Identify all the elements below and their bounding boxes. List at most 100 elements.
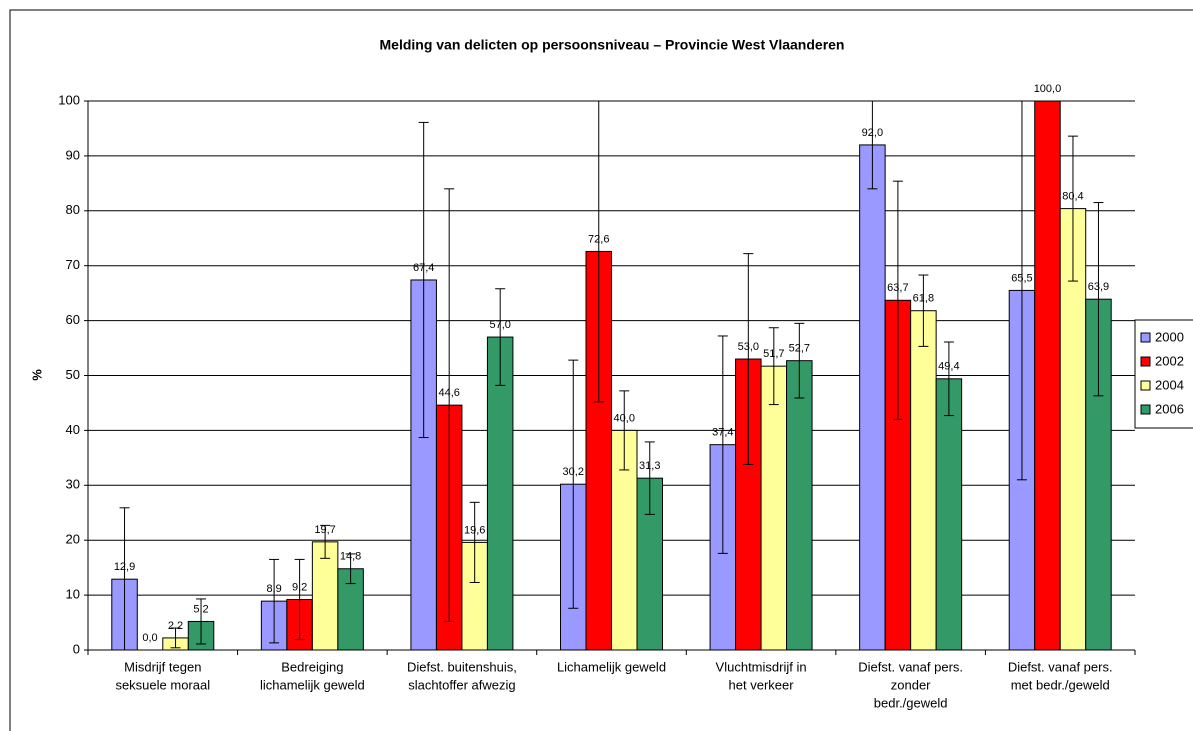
x-tick-label: met bedr./geweld (1011, 677, 1110, 692)
error-bar (196, 598, 207, 645)
y-tick-label: 0 (73, 641, 80, 656)
value-label: 100,0 (1034, 83, 1062, 95)
error-bar (1016, 101, 1027, 481)
legend-label: 2000 (1155, 329, 1184, 344)
error-bar (320, 524, 331, 559)
x-tick-label: seksuele moraal (115, 677, 210, 692)
error-bar (294, 558, 305, 641)
value-label: 0,0 (142, 632, 157, 644)
error-bar (644, 441, 655, 515)
value-label: 40,0 (614, 412, 635, 424)
error-bar (768, 327, 779, 406)
error-bar (867, 101, 878, 190)
x-tick-label: Diefst. buitenshuis, (407, 659, 517, 674)
error-bar (918, 274, 929, 347)
error-bar (943, 341, 954, 417)
x-tick-label: Misdrijf tegen (124, 659, 201, 674)
x-tick-label: bedr./geweld (874, 695, 948, 710)
value-label: 5,2 (193, 603, 208, 615)
y-axis-label: % (29, 369, 44, 381)
y-tick-label: 50 (66, 367, 80, 382)
x-tick-label: zonder (891, 677, 931, 692)
value-label: 2,2 (168, 620, 183, 632)
value-label: 14,8 (340, 551, 361, 563)
error-bar (794, 322, 805, 399)
value-label: 30,2 (563, 466, 584, 478)
value-label: 80,4 (1062, 191, 1083, 203)
y-tick-label: 20 (66, 532, 80, 547)
bar (760, 365, 788, 650)
legend-label: 2006 (1155, 401, 1184, 416)
value-label: 51,7 (763, 348, 784, 360)
value-label: 9,2 (292, 581, 307, 593)
bar (311, 541, 339, 650)
x-tick-label: lichamelijk geweld (260, 677, 365, 692)
x-tick-label: Vluchtmisdrijf in (716, 659, 807, 674)
error-bar (495, 288, 506, 386)
x-tick-label: Diefst. vanaf pers. (1008, 659, 1113, 674)
value-label: 53,0 (738, 341, 759, 353)
bar (786, 360, 813, 650)
value-label: 12,9 (114, 561, 135, 573)
y-tick-label: 80 (66, 202, 80, 217)
error-bar (469, 501, 480, 583)
value-label: 8,9 (266, 583, 281, 595)
error-bar (717, 335, 728, 554)
value-label: 37,4 (712, 427, 733, 439)
error-bar (892, 180, 903, 420)
chart-title: Melding van delicten op persoonsniveau –… (380, 37, 845, 53)
x-tick-label: het verkeer (729, 677, 795, 692)
legend-label: 2002 (1155, 353, 1184, 368)
error-bar (1093, 202, 1104, 397)
error-bar (418, 121, 429, 439)
y-tick-label: 60 (66, 312, 80, 327)
y-tick-label: 90 (66, 147, 80, 162)
value-label: 61,8 (913, 293, 934, 305)
bar (486, 336, 514, 650)
y-tick-label: 100 (58, 92, 80, 107)
error-bar (170, 627, 181, 649)
y-tick-label: 30 (66, 477, 80, 492)
legend-label: 2004 (1155, 377, 1184, 392)
legend-swatch (1140, 404, 1151, 415)
bar (935, 378, 963, 650)
y-tick-label: 40 (66, 422, 80, 437)
value-label: 63,9 (1088, 281, 1109, 293)
x-tick-label: Lichamelijk geweld (557, 659, 666, 674)
value-label: 19,7 (314, 524, 335, 536)
bar (910, 310, 937, 650)
bar (859, 144, 886, 650)
value-label: 92,0 (862, 127, 883, 139)
y-tick-label: 10 (66, 587, 80, 602)
value-label: 31,3 (639, 460, 660, 472)
error-bar (345, 553, 356, 585)
bar (1034, 101, 1061, 650)
value-label: 67,4 (413, 262, 434, 274)
error-bar (119, 507, 130, 650)
value-label: 52,7 (789, 343, 810, 355)
value-label: 49,4 (938, 361, 959, 373)
value-label: 65,5 (1011, 272, 1032, 284)
y-tick-label: 70 (66, 257, 80, 272)
error-bar (444, 188, 455, 622)
legend-swatch (1140, 356, 1151, 367)
error-bar (1067, 135, 1078, 282)
x-tick-label: Bedreiging (281, 659, 343, 674)
bar (1059, 208, 1087, 650)
plot (111, 101, 1112, 650)
x-tick-label: slachtoffer afwezig (408, 677, 515, 692)
x-tick-label: Diefst. vanaf pers. (858, 659, 963, 674)
error-bar (269, 558, 280, 644)
value-label: 72,6 (588, 233, 609, 245)
legend-swatch (1140, 380, 1151, 391)
error-bar (593, 101, 604, 403)
legend-swatch (1140, 332, 1151, 343)
error-bar (619, 390, 630, 471)
error-bar (743, 253, 754, 465)
value-label: 19,6 (464, 524, 485, 536)
value-label: 63,7 (887, 282, 908, 294)
value-label: 44,6 (438, 387, 459, 399)
value-label: 57,0 (489, 319, 510, 331)
error-bar (568, 359, 579, 609)
